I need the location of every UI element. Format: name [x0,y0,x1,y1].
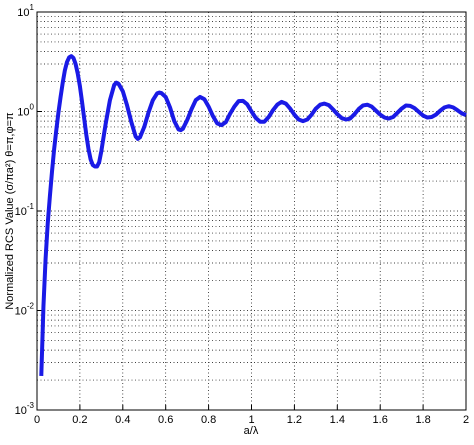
x-axis-label: a/λ [244,425,259,437]
y-tick-exponent: -1 [27,202,35,211]
x-tick-label: 2 [463,414,469,426]
y-tick-label: 100 [17,103,34,119]
x-tick-label: 0.4 [115,414,130,426]
x-tick-label: 1.4 [330,414,345,426]
x-tick-label: 0.8 [201,414,216,426]
x-tick-label: 0 [34,414,40,426]
y-tick-exponent: -3 [27,401,35,410]
y-tick-label: 10-2 [15,302,35,318]
y-tick-base: 10 [15,306,27,318]
x-tick-label: 0.2 [72,414,87,426]
x-tick-label: 1.6 [373,414,388,426]
y-tick-base: 10 [15,405,27,417]
y-tick-exponent: 1 [30,3,35,12]
y-tick-base: 10 [17,7,29,19]
y-tick-label: 10-1 [15,202,35,218]
y-tick-base: 10 [17,107,29,119]
x-tick-label: 1.2 [287,414,302,426]
x-tick-label: 1 [248,414,254,426]
y-tick-base: 10 [15,206,27,218]
plot-frame [36,11,467,411]
y-tick-exponent: 0 [30,103,35,112]
y-tick-label: 101 [17,3,34,19]
y-tick-exponent: -2 [27,302,35,311]
x-tick-label: 0.6 [158,414,173,426]
data-line [39,54,467,376]
x-tick-label: 1.8 [415,414,430,426]
y-tick-label: 10-3 [15,401,35,417]
y-axis-label: Normalized RCS Value (σ/πa²) θ=π,φ=π [4,112,16,310]
